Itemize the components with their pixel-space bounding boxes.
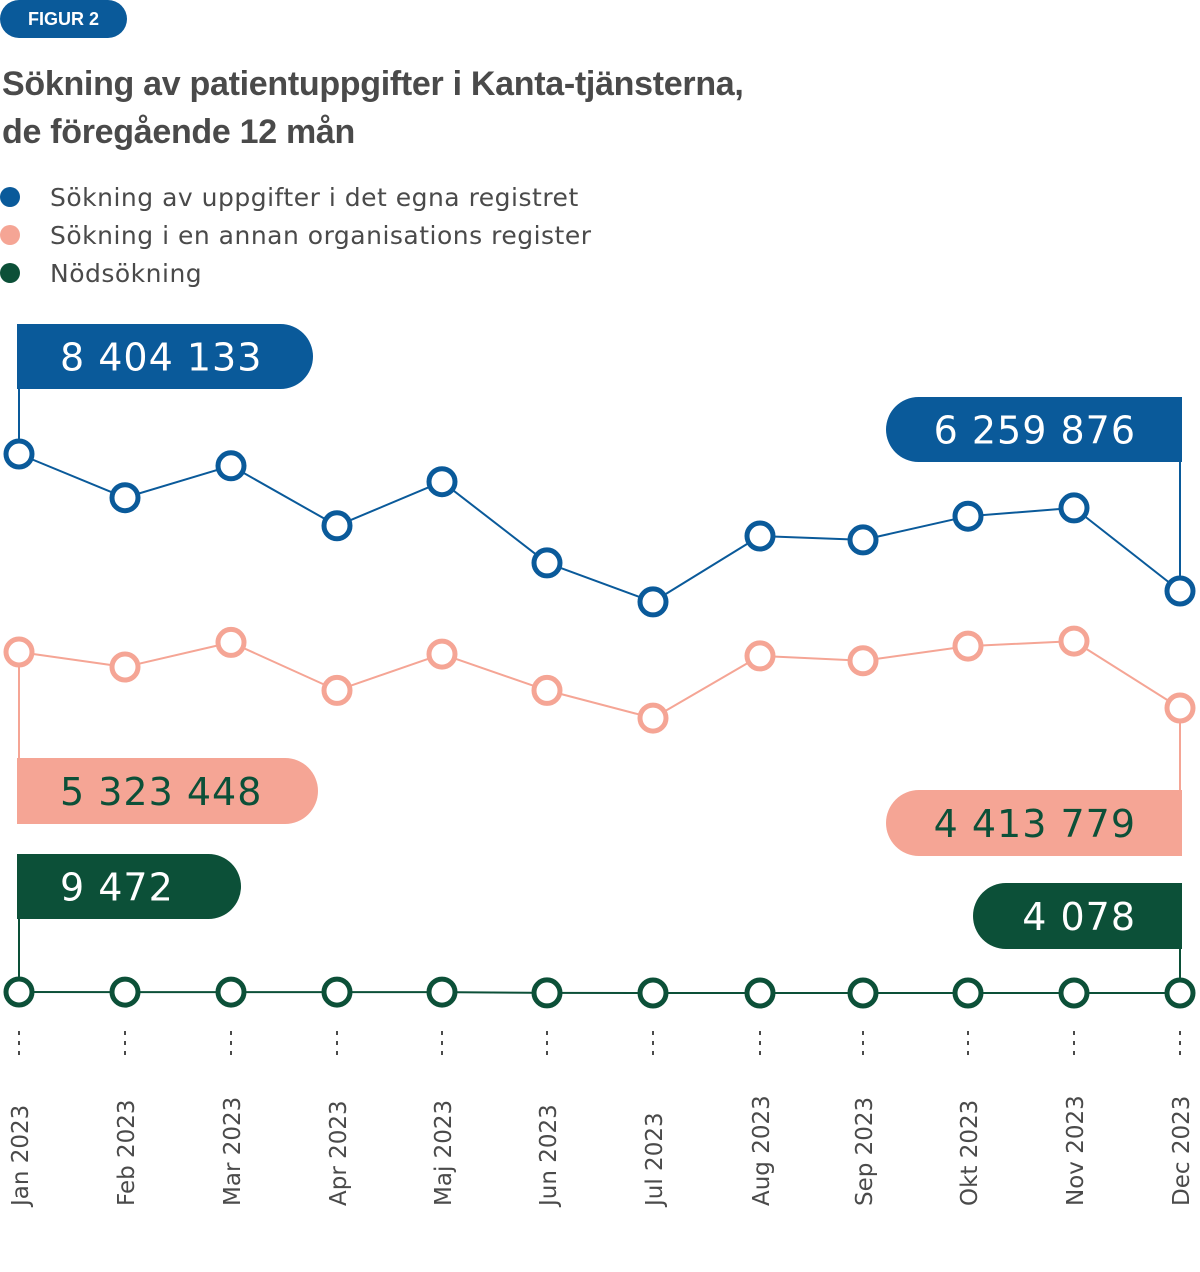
series-line-1 xyxy=(18,453,1181,603)
data-label-2: 6 259 876 xyxy=(934,409,1136,453)
legend-item-other-register: Sökning i en annan organisations registe… xyxy=(0,216,592,254)
legend-dot-salmon xyxy=(0,225,20,245)
point-s3-7 xyxy=(637,977,669,1009)
chart-title: Sökning av patientuppgifter i Kanta-tjän… xyxy=(2,60,744,156)
point-s3-5 xyxy=(426,976,458,1008)
x-tick-label-2: Feb 2023 xyxy=(114,1099,140,1206)
point-s1-6 xyxy=(531,547,563,579)
point-s1-5 xyxy=(426,466,458,498)
legend-label-emergency: Nödsökning xyxy=(50,258,203,288)
x-tick-label-8: Aug 2023 xyxy=(749,1095,775,1206)
point-s3-9 xyxy=(847,977,879,1009)
point-s3-12 xyxy=(1164,977,1196,1009)
point-s1-4 xyxy=(321,510,353,542)
value-bubble-4 xyxy=(886,790,1182,856)
point-s2-7 xyxy=(637,702,669,734)
point-s1-1 xyxy=(3,438,35,470)
point-s3-10 xyxy=(952,977,984,1009)
point-s1-2 xyxy=(109,482,141,514)
point-s3-2 xyxy=(109,976,141,1008)
legend-label-other-register: Sökning i en annan organisations registe… xyxy=(50,220,592,250)
point-s1-9 xyxy=(847,524,879,556)
point-s1-3 xyxy=(215,450,247,482)
x-tick-label-10: Okt 2023 xyxy=(957,1100,983,1206)
point-s2-12 xyxy=(1164,692,1196,724)
point-s2-3 xyxy=(215,626,247,658)
series-line-2 xyxy=(18,640,1181,720)
legend-label-own-register: Sökning av uppgifter i det egna registre… xyxy=(50,182,579,212)
data-label-5: 9 472 xyxy=(60,866,174,910)
point-s2-10 xyxy=(952,630,984,662)
x-tick-label-6: Jun 2023 xyxy=(536,1104,562,1208)
series-line-3 xyxy=(18,991,1180,994)
point-s3-11 xyxy=(1058,977,1090,1009)
x-tick-label-12: Dec 2023 xyxy=(1169,1096,1195,1206)
point-s2-9 xyxy=(847,645,879,677)
point-s2-6 xyxy=(531,674,563,706)
point-s2-1 xyxy=(3,636,35,668)
x-tick-label-5: Maj 2023 xyxy=(431,1100,457,1206)
value-bubble-3 xyxy=(17,758,318,824)
x-tick-label-3: Mar 2023 xyxy=(220,1097,246,1206)
value-bubble-6 xyxy=(973,883,1182,949)
x-tick-label-1: Jan 2023 xyxy=(8,1105,34,1208)
x-tick-label-11: Nov 2023 xyxy=(1063,1095,1089,1206)
value-bubble-1 xyxy=(17,324,313,389)
legend-item-own-register: Sökning av uppgifter i det egna registre… xyxy=(0,178,592,216)
point-s2-11 xyxy=(1058,625,1090,657)
point-s2-2 xyxy=(109,651,141,683)
legend-dot-blue xyxy=(0,187,20,207)
value-bubble-5 xyxy=(17,854,241,919)
x-tick-label-4: Apr 2023 xyxy=(326,1100,352,1206)
point-s3-6 xyxy=(531,977,563,1009)
value-bubble-2 xyxy=(886,397,1182,462)
point-s1-8 xyxy=(744,520,776,552)
data-label-1: 8 404 133 xyxy=(60,336,262,380)
point-s1-7 xyxy=(637,586,669,618)
point-s2-4 xyxy=(321,674,353,706)
data-label-6: 4 078 xyxy=(1022,895,1136,939)
legend-dot-green xyxy=(0,263,20,283)
point-s1-11 xyxy=(1058,492,1090,524)
legend: Sökning av uppgifter i det egna registre… xyxy=(0,178,592,292)
title-line-2: de föregående 12 mån xyxy=(2,113,356,151)
point-s3-4 xyxy=(321,976,353,1008)
data-label-3: 5 323 448 xyxy=(60,770,262,814)
point-s1-10 xyxy=(952,500,984,532)
title-line-1: Sökning av patientuppgifter i Kanta-tjän… xyxy=(2,65,744,103)
legend-item-emergency: Nödsökning xyxy=(0,254,592,292)
point-s2-5 xyxy=(426,638,458,670)
point-s1-12 xyxy=(1164,575,1196,607)
point-s2-8 xyxy=(744,640,776,672)
x-tick-label-7: Jul 2023 xyxy=(642,1112,668,1208)
data-label-4: 4 413 779 xyxy=(934,802,1136,846)
x-tick-label-9: Sep 2023 xyxy=(852,1097,878,1206)
point-s3-3 xyxy=(215,976,247,1008)
point-s3-1 xyxy=(3,976,35,1008)
figure-badge: FIGUR 2 xyxy=(0,0,127,38)
point-s3-8 xyxy=(744,977,776,1009)
